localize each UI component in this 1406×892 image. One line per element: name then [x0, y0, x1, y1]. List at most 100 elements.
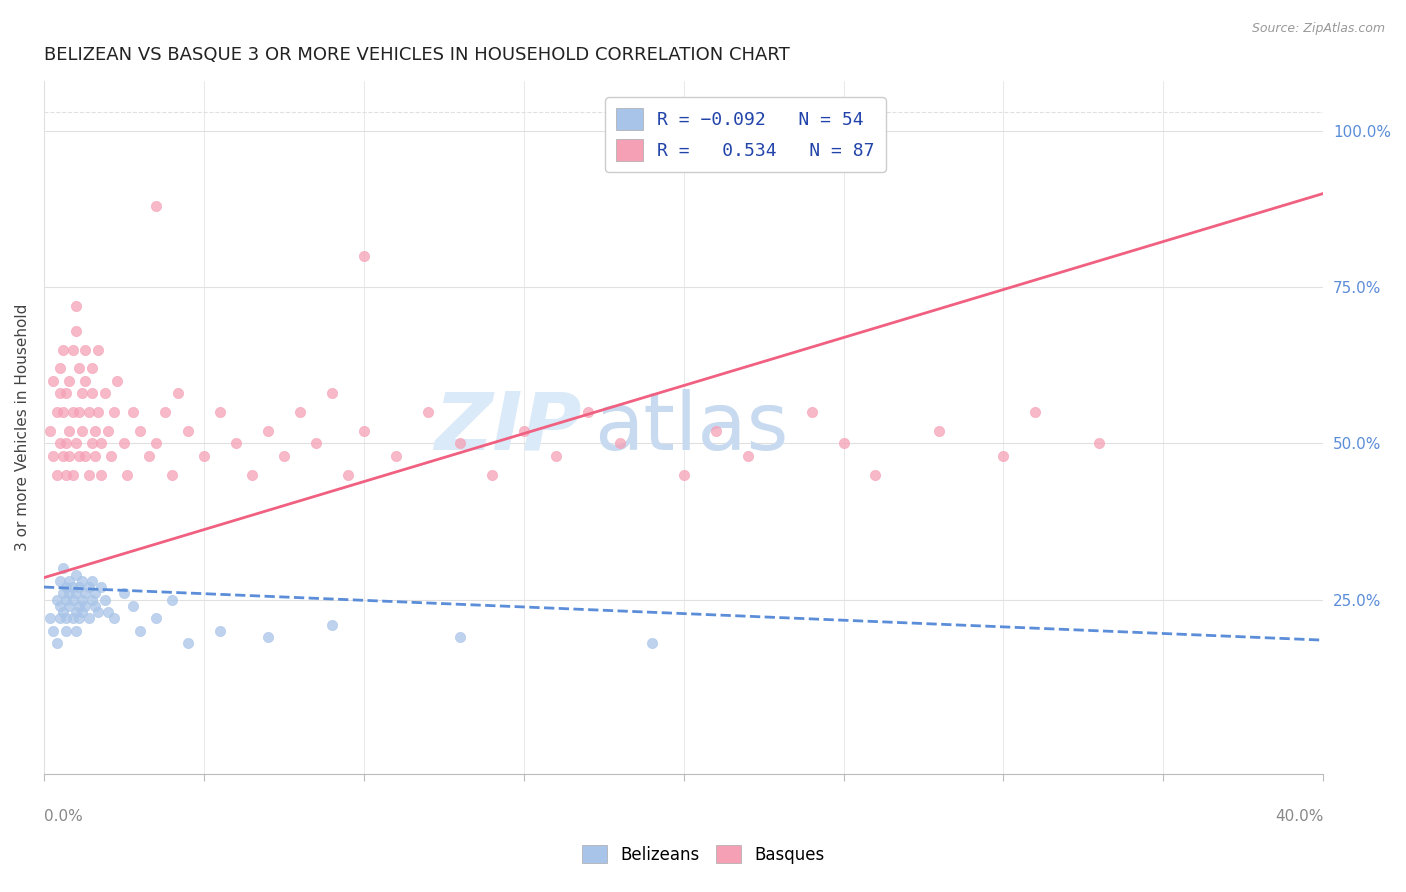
Point [128, 424, 150, 438]
Point [103, 611, 125, 625]
Point [52, 343, 75, 357]
Point [49, 436, 72, 450]
Point [72, 605, 94, 619]
Point [55, 624, 77, 638]
Point [67, 449, 90, 463]
Point [62, 405, 84, 419]
Point [544, 449, 567, 463]
Point [928, 424, 950, 438]
Point [67, 405, 90, 419]
Point [321, 617, 343, 632]
Text: 0.0%: 0.0% [44, 809, 83, 824]
Point [112, 586, 135, 600]
Point [481, 467, 503, 482]
Point [87, 405, 110, 419]
Point [80, 361, 103, 376]
Point [384, 449, 406, 463]
Point [84, 599, 107, 613]
Point [193, 449, 215, 463]
Point [58, 599, 80, 613]
Point [100, 449, 122, 463]
Point [609, 436, 631, 450]
Point [87, 343, 110, 357]
Point [1024, 405, 1046, 419]
Point [49, 599, 72, 613]
Point [84, 424, 107, 438]
Point [55, 467, 77, 482]
Point [800, 405, 823, 419]
Point [67, 611, 90, 625]
Point [52, 449, 75, 463]
Point [122, 405, 145, 419]
Point [273, 449, 295, 463]
Point [145, 611, 167, 625]
Point [72, 592, 94, 607]
Legend: R = −0.092   N = 54, R =   0.534   N = 87: R = −0.092 N = 54, R = 0.534 N = 87 [605, 97, 886, 172]
Point [167, 386, 190, 401]
Point [67, 599, 90, 613]
Point [72, 574, 94, 588]
Point [97, 424, 120, 438]
Point [288, 405, 311, 419]
Point [145, 199, 167, 213]
Point [55, 611, 77, 625]
Point [80, 436, 103, 450]
Point [49, 574, 72, 588]
Point [52, 561, 75, 575]
Point [138, 449, 160, 463]
Point [97, 605, 120, 619]
Point [45, 592, 67, 607]
Text: ZIP: ZIP [434, 389, 581, 467]
Point [87, 605, 110, 619]
Point [49, 386, 72, 401]
Point [67, 580, 90, 594]
Point [145, 436, 167, 450]
Point [72, 424, 94, 438]
Point [353, 249, 375, 263]
Point [55, 592, 77, 607]
Point [256, 424, 278, 438]
Point [704, 424, 727, 438]
Point [42, 449, 65, 463]
Point [77, 611, 100, 625]
Point [256, 630, 278, 644]
Point [865, 467, 887, 482]
Point [336, 467, 359, 482]
Point [1088, 436, 1111, 450]
Point [65, 324, 87, 338]
Point [160, 467, 183, 482]
Point [42, 374, 65, 388]
Point [512, 424, 534, 438]
Point [65, 605, 87, 619]
Point [45, 636, 67, 650]
Point [103, 405, 125, 419]
Point [112, 436, 135, 450]
Point [65, 624, 87, 638]
Point [52, 605, 75, 619]
Point [208, 405, 231, 419]
Point [305, 436, 328, 450]
Point [80, 574, 103, 588]
Point [416, 405, 439, 419]
Point [576, 405, 599, 419]
Point [52, 405, 75, 419]
Text: BELIZEAN VS BASQUE 3 OR MORE VEHICLES IN HOUSEHOLD CORRELATION CHART: BELIZEAN VS BASQUE 3 OR MORE VEHICLES IN… [44, 46, 790, 64]
Point [67, 361, 90, 376]
Point [58, 574, 80, 588]
Point [640, 636, 662, 650]
Point [672, 467, 695, 482]
Point [90, 436, 112, 450]
Point [45, 467, 67, 482]
Point [75, 599, 97, 613]
Point [225, 436, 247, 450]
Point [449, 630, 471, 644]
Point [72, 386, 94, 401]
Point [62, 343, 84, 357]
Point [77, 405, 100, 419]
Point [321, 386, 343, 401]
Point [155, 405, 177, 419]
Point [42, 624, 65, 638]
Point [832, 436, 855, 450]
Point [160, 592, 183, 607]
Point [90, 580, 112, 594]
